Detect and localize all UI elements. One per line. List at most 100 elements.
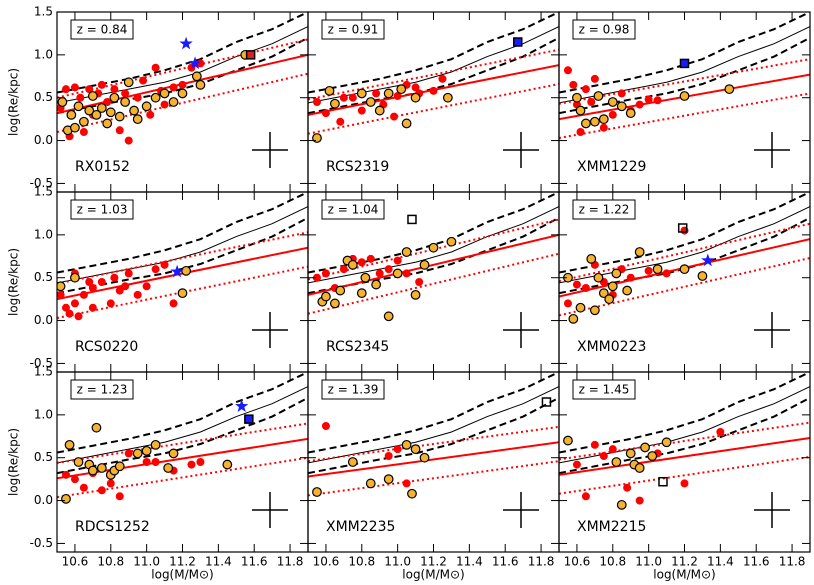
point — [575, 105, 586, 116]
point — [177, 288, 188, 299]
point — [589, 305, 600, 316]
curve — [57, 36, 308, 115]
y-axis-title: log(Re/kpc) — [7, 248, 21, 316]
curve — [57, 422, 308, 464]
point — [244, 414, 254, 424]
point — [680, 479, 689, 488]
x-tick-label: 10.8 — [97, 555, 124, 569]
point — [701, 253, 715, 267]
point — [181, 265, 191, 276]
point — [644, 95, 653, 104]
x-tick-label: 11.0 — [384, 555, 411, 569]
point — [132, 448, 143, 459]
point — [661, 437, 672, 448]
x-tick-label: 11.2 — [671, 555, 698, 569]
point — [96, 463, 107, 473]
point — [312, 273, 321, 282]
point — [575, 302, 586, 313]
panel-title: z = 1.45 — [579, 383, 630, 397]
x-tick-label: 11.2 — [169, 555, 196, 569]
point — [347, 259, 358, 270]
y-axis-title: log(Re/kpc) — [7, 428, 21, 496]
curve — [308, 425, 559, 463]
y-tick-label: 0.0 — [34, 313, 53, 327]
point — [393, 92, 402, 100]
point — [105, 107, 116, 118]
point — [74, 312, 83, 321]
point — [640, 442, 650, 453]
panel: z = 1.04 RCS2345 — [307, 191, 560, 373]
point — [356, 88, 367, 99]
panel-title: z = 1.39 — [328, 383, 379, 397]
point — [724, 84, 735, 95]
point — [428, 242, 439, 253]
point — [580, 118, 591, 129]
point — [61, 303, 70, 312]
point — [168, 448, 179, 459]
x-tick-label: 11.0 — [635, 555, 662, 569]
point — [57, 290, 65, 299]
point — [513, 37, 523, 47]
x-tick-label: 10.8 — [599, 555, 626, 569]
point — [70, 475, 79, 484]
point — [168, 97, 179, 107]
point — [401, 247, 412, 257]
point — [65, 309, 74, 318]
point — [64, 439, 75, 450]
point — [644, 266, 653, 275]
point — [73, 457, 84, 467]
point — [402, 269, 411, 278]
point — [541, 397, 552, 407]
point — [312, 487, 322, 497]
plot-area — [559, 372, 810, 510]
point — [329, 98, 340, 109]
panel-title: z = 1.22 — [579, 203, 630, 217]
curve — [308, 441, 559, 478]
point — [590, 74, 599, 83]
plot-area — [57, 12, 308, 145]
x-axis-title: log(M/M⊙) — [151, 568, 213, 582]
point — [625, 108, 636, 119]
point — [61, 493, 71, 504]
curve — [559, 36, 810, 115]
point — [121, 89, 130, 98]
curve — [308, 206, 559, 284]
point — [169, 83, 178, 92]
point — [133, 290, 142, 299]
point — [393, 445, 402, 454]
point — [679, 58, 690, 69]
x-tick-label: 10.6 — [564, 555, 591, 569]
plot-area — [308, 372, 559, 499]
point — [79, 128, 88, 136]
curve — [57, 386, 308, 464]
panel: z = 0.91 RCS2319 — [307, 11, 560, 193]
plot-area — [57, 192, 308, 321]
x-tick-label: 11.4 — [456, 555, 483, 569]
point — [88, 284, 97, 292]
title-box — [572, 379, 636, 400]
point — [88, 303, 97, 312]
point — [70, 299, 79, 308]
panel-title: z = 0.91 — [328, 23, 379, 37]
point — [139, 76, 148, 85]
point — [235, 399, 249, 412]
panel-frame — [558, 371, 811, 553]
point — [390, 112, 399, 121]
x-tick-label: 11.2 — [420, 555, 447, 569]
cluster-name: RCS2345 — [326, 339, 389, 355]
point — [103, 98, 112, 106]
point — [357, 258, 366, 267]
point — [677, 223, 688, 233]
point — [142, 458, 151, 466]
title-box — [70, 199, 134, 220]
point — [635, 100, 644, 109]
point — [196, 458, 205, 466]
point — [324, 85, 335, 96]
point — [321, 422, 330, 430]
plot-area — [559, 192, 810, 324]
title-box — [70, 19, 134, 40]
point — [604, 294, 615, 305]
point — [598, 114, 609, 125]
panel: 10.6 10.8 11.0 11.2 11.4 11.6 11.8 z = 1.45 XMM2… — [558, 371, 811, 582]
cluster-name: RCS0220 — [75, 339, 138, 355]
